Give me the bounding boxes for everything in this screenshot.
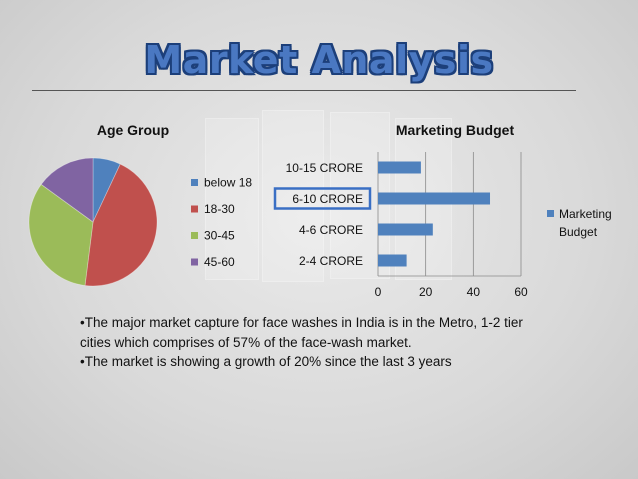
pie-legend-swatch — [191, 179, 198, 186]
bullet-item: •The market is showing a growth of 20% s… — [80, 354, 452, 369]
bar-tick-label: 20 — [419, 285, 433, 299]
bar-2-4-CRORE — [378, 254, 407, 267]
bar-chart-title: Marketing Budget — [396, 122, 515, 138]
bar-legend-label: Budget — [559, 225, 598, 239]
title-divider — [32, 90, 576, 91]
bar-category-label: 10-15 CRORE — [286, 161, 363, 175]
bar-tick-label: 60 — [514, 285, 528, 299]
pie-slice-below-18 — [92, 157, 121, 223]
bar-6-10-CRORE — [378, 192, 491, 205]
pie-slice-45-60 — [40, 157, 94, 223]
pie-slice-18-30 — [84, 163, 158, 287]
background-product-image — [262, 110, 324, 282]
pie-slice-30-45 — [28, 183, 94, 286]
pie-legend-label: 45-60 — [204, 255, 235, 269]
bar-category-label: 2-4 CRORE — [299, 254, 363, 268]
pie-legend-swatch — [191, 258, 198, 266]
pie-chart-title: Age Group — [97, 122, 169, 138]
pie-legend-swatch — [191, 232, 198, 239]
bar-tick-label: 0 — [375, 285, 382, 299]
bar-category-label: 6-10 CRORE — [292, 192, 363, 206]
bar-legend-label: Marketing — [559, 207, 612, 221]
bullet-list: •The major market capture for face washe… — [80, 313, 550, 372]
slide-title: Market Analysis — [144, 38, 494, 82]
pie-legend-label: 18-30 — [204, 202, 235, 216]
pie-legend-label: below 18 — [204, 176, 252, 190]
bullet-item: •The major market capture for face washe… — [80, 315, 523, 350]
pie-legend-label: 30-45 — [204, 229, 235, 243]
bar-4-6-CRORE — [378, 223, 433, 236]
highlight-box — [273, 187, 372, 210]
bar-category-label: 4-6 CRORE — [299, 223, 363, 237]
pie-legend-swatch — [191, 205, 198, 213]
bar-10-15-CRORE — [378, 161, 421, 174]
background-product-image — [205, 118, 259, 280]
bar-tick-label: 40 — [467, 285, 481, 299]
bar-legend-swatch — [547, 210, 554, 217]
